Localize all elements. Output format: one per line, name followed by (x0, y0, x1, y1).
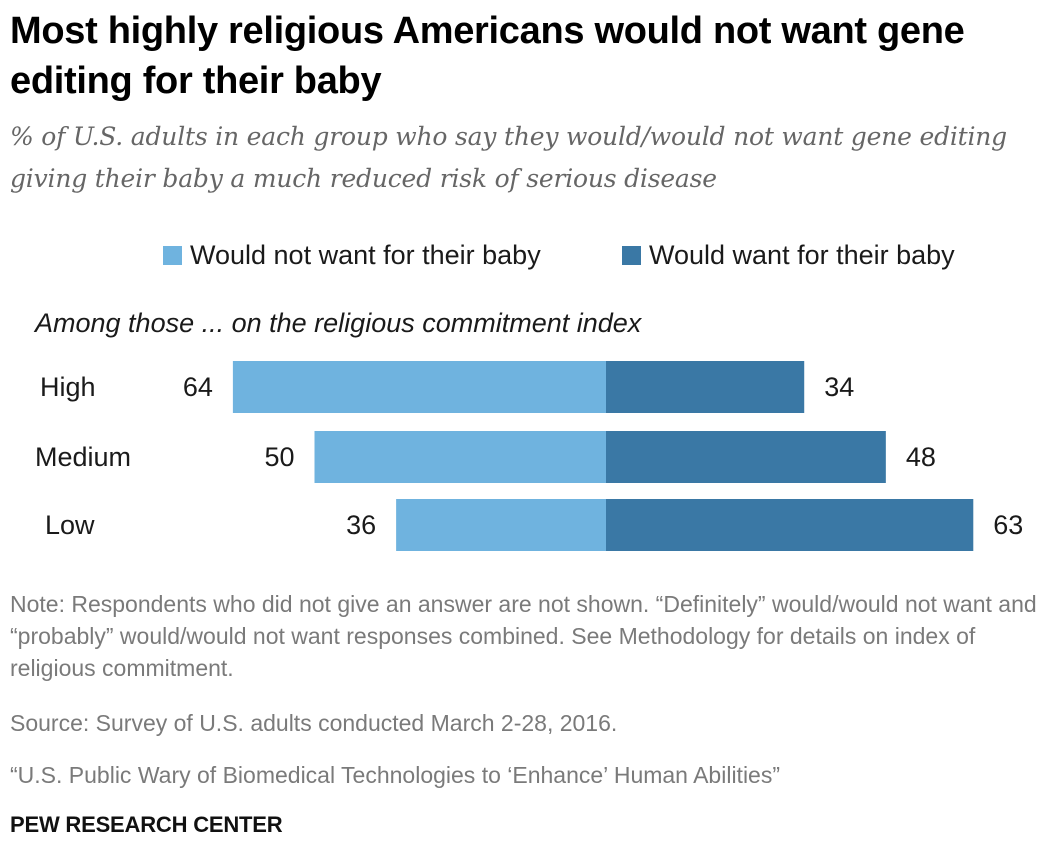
bar-would-high (606, 361, 805, 413)
legend-swatch-would-not (163, 245, 182, 265)
chart-note: Note: Respondents who did not give an an… (10, 591, 1037, 681)
data-label-would-not-medium: 50 (264, 442, 294, 472)
bar-would-low (606, 499, 974, 551)
chart-source: Source: Survey of U.S. adults conducted … (10, 710, 618, 736)
chart-subtitle: % of U.S. adults in each group who say t… (10, 122, 1007, 193)
legend-item-would: Would want for their baby (622, 236, 955, 274)
category-label-medium: Medium (35, 442, 131, 472)
report-title: “U.S. Public Wary of Biomedical Technolo… (10, 762, 781, 788)
group-label: Among those ... on the religious commitm… (35, 308, 642, 338)
data-label-would-high: 34 (824, 372, 854, 402)
organization-name: PEW RESEARCH CENTER (10, 812, 283, 837)
data-label-would-not-high: 64 (183, 372, 213, 402)
legend-item-would-not: Would not want for their baby (163, 236, 541, 274)
category-label-high: High (40, 372, 96, 402)
bar-would-not-low (396, 499, 606, 551)
bar-would-medium (606, 431, 886, 483)
category-label-low: Low (45, 510, 95, 540)
legend-label-would: Would want for their baby (649, 239, 955, 270)
data-label-would-not-low: 36 (346, 510, 376, 540)
diverging-bar-chart: High 64 34 Medium 50 48 Low 36 63 (35, 361, 1023, 551)
legend-swatch-would (622, 245, 641, 265)
data-label-would-low: 63 (993, 510, 1023, 540)
chart-title: Most highly religious Americans would no… (10, 10, 965, 102)
bar-would-not-high (232, 361, 606, 413)
data-label-would-medium: 48 (906, 442, 936, 472)
bar-would-not-medium (314, 431, 606, 483)
legend-label-would-not: Would not want for their baby (190, 239, 541, 270)
